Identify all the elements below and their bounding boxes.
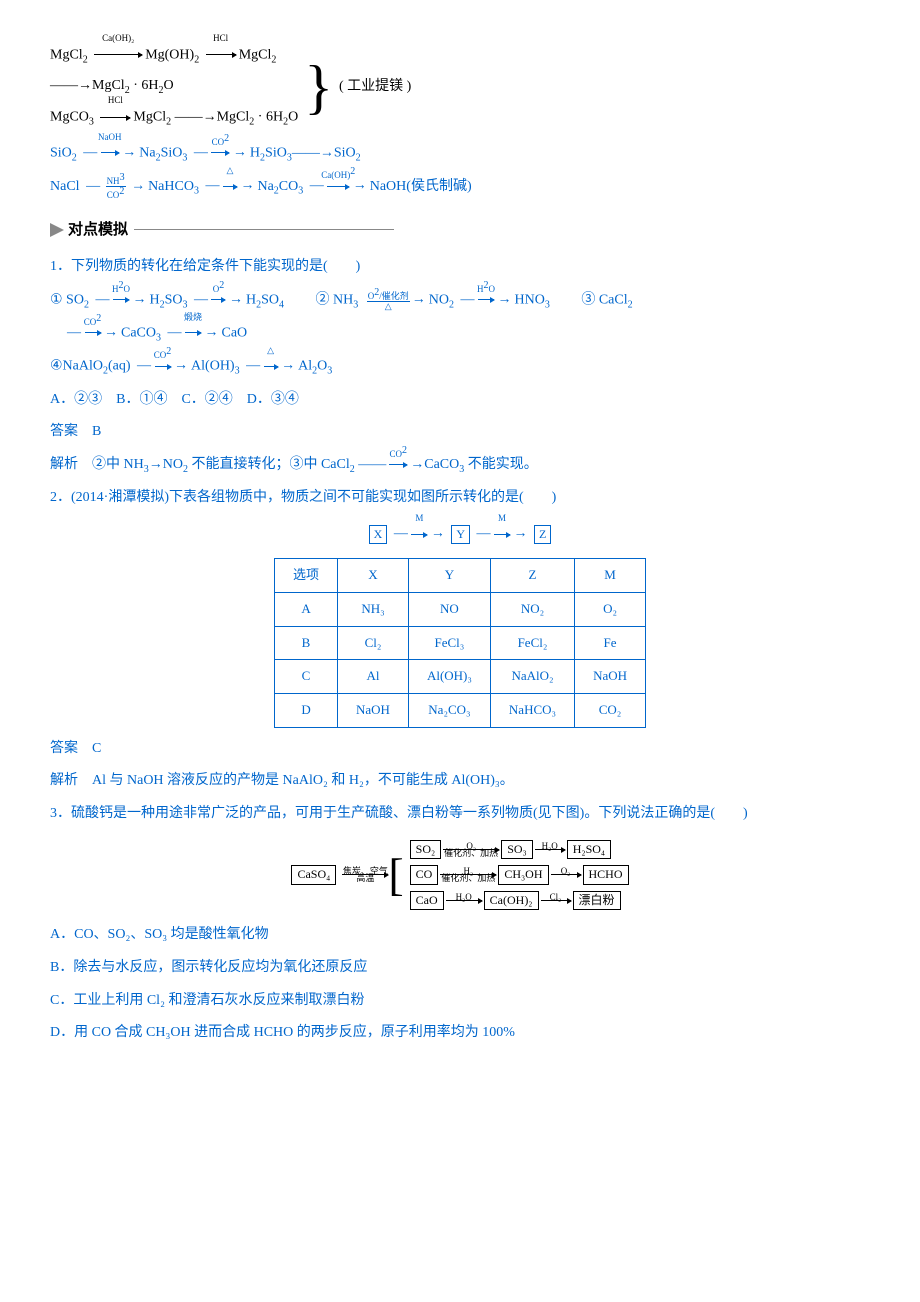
header-line-2: ——→MgCl2 · 6H2O [50, 71, 298, 102]
brace-label: ( 工业提镁 ) [339, 74, 411, 101]
table-head: 选项XYZM [275, 559, 646, 593]
section-header: 对点模拟 [50, 216, 870, 245]
q3-option-a: A．CO、SO₂、SO₃ 均是酸性氧化物 [50, 922, 870, 949]
q2-stem: 2．(2014·湘潭模拟)下表各组物质中，物质之间不可能实现如图所示转化的是( … [50, 485, 870, 512]
q3-option-d: D．用 CO 合成 CH₃OH 进而合成 HCHO 的两步反应，原子利用率均为 … [50, 1020, 870, 1047]
flow-row-2: CO H₂催化剂、加热 CH₃OH O₂ HCHO [410, 865, 629, 885]
triangle-icon [50, 223, 64, 237]
header-line-4: SiO2 NaOH— →Na2SiO3 CO2— →H2SiO3——→SiO2 [50, 140, 870, 167]
header-reactions: MgCl2 Ca(OH)₂Mg(OH)2 HClMgCl2 ——→MgCl2 ·… [50, 40, 870, 134]
section-title: 对点模拟 [68, 216, 128, 245]
q2-diagram: X M— → Y M— → Z [50, 521, 870, 548]
table-row: BCl₂FeCl₃FeCl₂Fe [275, 626, 646, 660]
q2-explanation: 解析 Al 与 NaOH 溶液反应的产物是 NaAlO₂ 和 H₂，不可能生成 … [50, 768, 870, 795]
flow-arrow: 焦炭、空气 高温 [342, 874, 388, 875]
header-line-1: MgCl2 Ca(OH)₂Mg(OH)2 HClMgCl2 [50, 40, 298, 71]
q1-explanation: 解析 ②中 NH3→NO2 不能直接转化；③中 CaCl2 ——CO2→CaCO… [50, 452, 870, 479]
q1-option-4: ④NaAlO2(aq) CO2— →Al(OH)3 △— →Al2O3 [50, 353, 870, 380]
right-brace: } [304, 57, 333, 117]
section-line [134, 229, 394, 230]
q3-flowchart: CaSO₄ 焦炭、空气 高温 [ SO₂ O₂催化剂、加热 SO₃ H₂O H₂… [50, 840, 870, 911]
q3-stem: 3．硫酸钙是一种用途非常广泛的产品，可用于生产硫酸、漂白粉等一系列物质(见下图)… [50, 801, 870, 828]
q2-answer: 答案 C [50, 736, 870, 763]
q2-table: 选项XYZM ANH₃NONO₂O₂ BCl₂FeCl₃FeCl₂Fe CAlA… [274, 558, 646, 727]
flow-row-1: SO₂ O₂催化剂、加热 SO₃ H₂O H₂SO₄ [410, 840, 611, 860]
q1-choices: A．②③ B．①④ C．②④ D．③④ [50, 387, 870, 414]
flow-start: CaSO₄ [291, 865, 336, 885]
q1-answer: 答案 B [50, 419, 870, 446]
q3-option-b: B．除去与水反应，图示转化反应均为氧化还原反应 [50, 955, 870, 982]
left-bracket-icon: [ [388, 859, 403, 891]
q3-option-c: C．工业上利用 Cl₂ 和澄清石灰水反应来制取漂白粉 [50, 988, 870, 1015]
table-row: DNaOHNa₂CO₃NaHCO₃CO₂ [275, 694, 646, 728]
flow-row-3: CaO H₂O Ca(OH)₂ Cl₂ 漂白粉 [410, 891, 621, 911]
header-line-5: NaCl — NH3CO2 →NaHCO3 △— →Na2CO3 Ca(OH)2… [50, 173, 870, 201]
table-row: CAlAl(OH)₃NaAlO₂NaOH [275, 660, 646, 694]
table-row: ANH₃NONO₂O₂ [275, 593, 646, 627]
